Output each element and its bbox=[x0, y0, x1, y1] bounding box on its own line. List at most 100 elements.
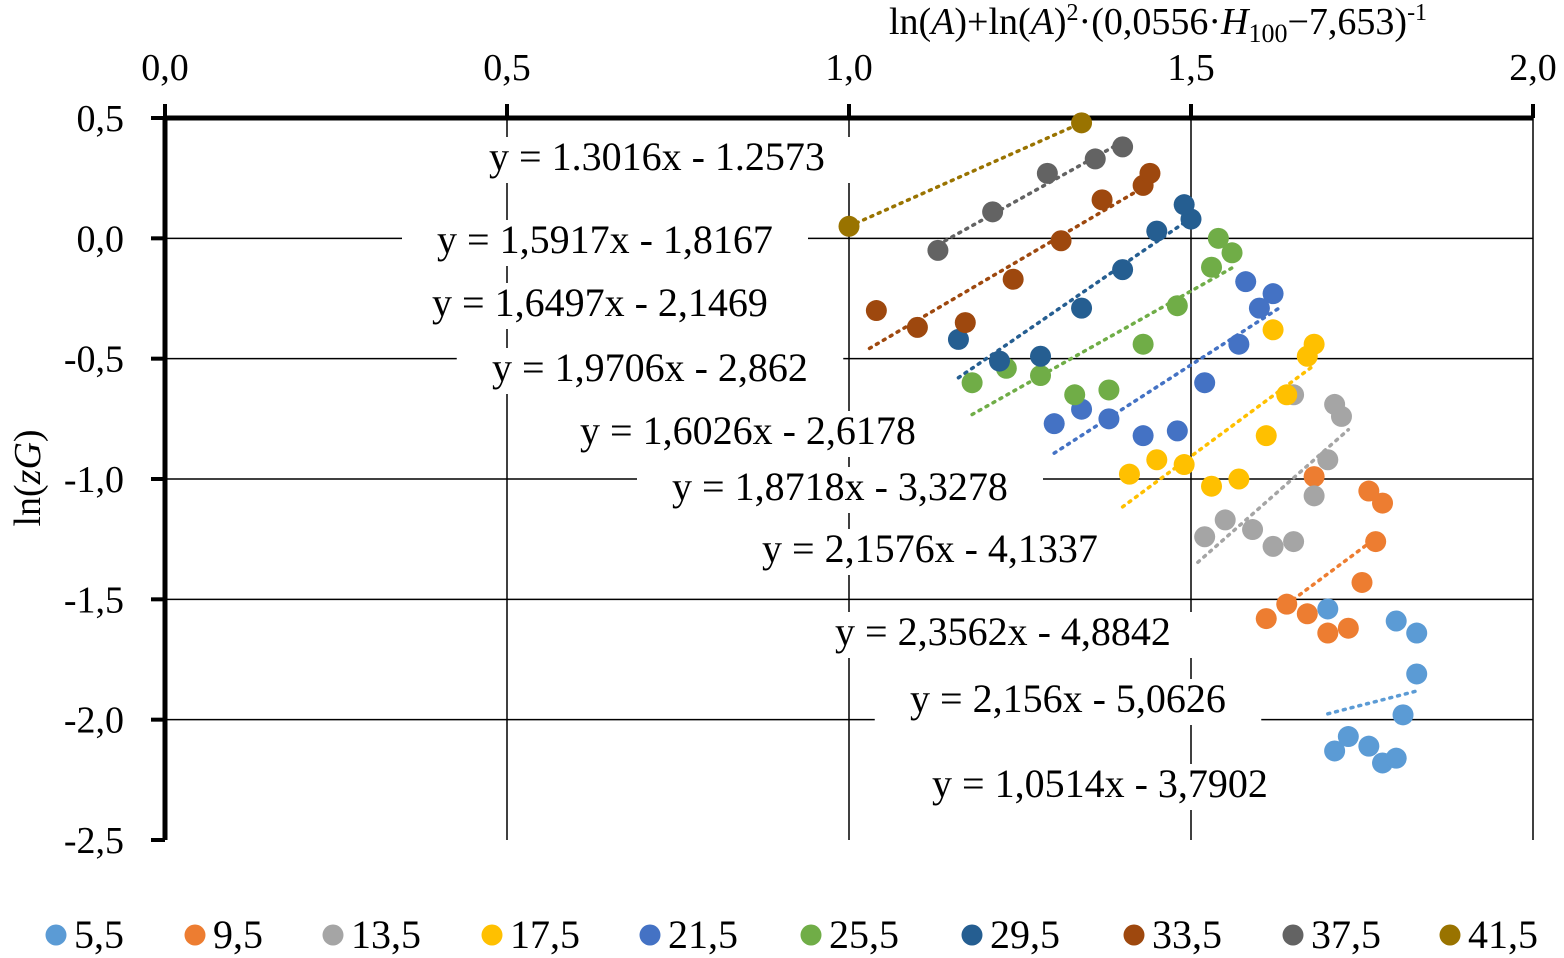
trendline bbox=[1052, 305, 1282, 455]
legend-marker bbox=[1123, 924, 1145, 946]
y-tick-label: -0,5 bbox=[64, 339, 124, 381]
data-point bbox=[1071, 112, 1093, 134]
y-tick-label: -1,0 bbox=[64, 459, 124, 501]
y-axis-title: ln(zG) bbox=[7, 429, 49, 526]
equation-label: y = 1,9706x - 2,862 bbox=[492, 345, 808, 390]
trendline bbox=[1326, 689, 1419, 716]
data-point bbox=[1214, 509, 1236, 531]
data-point bbox=[1201, 475, 1223, 497]
data-point bbox=[1235, 271, 1257, 293]
x-tick-label: 2,0 bbox=[1509, 47, 1557, 89]
equation-label-bg bbox=[727, 529, 1133, 575]
y-tick-label: -2,5 bbox=[64, 820, 124, 862]
equation-label: y = 2,1576x - 4,1337 bbox=[762, 526, 1098, 571]
data-point bbox=[1317, 598, 1339, 620]
data-point bbox=[1194, 526, 1216, 548]
data-point bbox=[1071, 297, 1093, 319]
data-point bbox=[1283, 531, 1305, 553]
data-point bbox=[1091, 189, 1113, 211]
data-point bbox=[988, 350, 1010, 372]
equation-label-bg bbox=[874, 679, 1262, 725]
data-point bbox=[1406, 663, 1428, 685]
data-point bbox=[1262, 319, 1284, 341]
data-point bbox=[838, 215, 860, 237]
data-point bbox=[1255, 608, 1277, 630]
data-point bbox=[1207, 227, 1229, 249]
data-point bbox=[1324, 393, 1346, 415]
data-point bbox=[1098, 379, 1120, 401]
equation-label-bg bbox=[456, 348, 844, 394]
legend-label: 41,5 bbox=[1468, 912, 1538, 957]
data-point bbox=[1385, 747, 1407, 769]
x-tick-label: 0,0 bbox=[141, 47, 189, 89]
equation-label-bg bbox=[637, 467, 1043, 513]
data-point bbox=[1358, 735, 1380, 757]
data-point bbox=[1351, 571, 1373, 593]
equation-label-bg bbox=[454, 137, 860, 183]
data-point bbox=[1365, 531, 1387, 553]
y-tick-label: -2,0 bbox=[64, 700, 124, 742]
y-tick-label: -1,5 bbox=[64, 579, 124, 621]
data-point bbox=[1296, 603, 1318, 625]
equation-label-bg bbox=[897, 764, 1303, 810]
legend-marker bbox=[800, 924, 822, 946]
data-point bbox=[1221, 242, 1243, 264]
equation-label: y = 1,6026x - 2,6178 bbox=[580, 408, 916, 453]
data-point bbox=[1392, 704, 1414, 726]
data-point bbox=[1248, 297, 1270, 319]
equation-label: y = 1,0514x - 3,7902 bbox=[932, 761, 1268, 806]
x-tick-label: 1,0 bbox=[825, 47, 873, 89]
data-point bbox=[1228, 468, 1250, 490]
data-point bbox=[1303, 485, 1325, 507]
data-point bbox=[1030, 365, 1052, 387]
legend-label: 5,5 bbox=[74, 912, 124, 957]
axes bbox=[151, 104, 1535, 842]
legend-label: 25,5 bbox=[829, 912, 899, 957]
data-point bbox=[1262, 283, 1284, 305]
data-point bbox=[1276, 593, 1298, 615]
data-point bbox=[1112, 259, 1134, 281]
data-point bbox=[1166, 420, 1188, 442]
data-point bbox=[1303, 466, 1325, 488]
data-point bbox=[1043, 413, 1065, 435]
equation-label-bg bbox=[545, 411, 951, 457]
data-point bbox=[927, 239, 949, 261]
equation-label-bg bbox=[402, 220, 808, 266]
data-point bbox=[1317, 449, 1339, 471]
legend-label: 17,5 bbox=[510, 912, 580, 957]
data-point bbox=[1064, 384, 1086, 406]
legend-marker bbox=[1282, 924, 1304, 946]
data-point bbox=[1173, 194, 1195, 216]
data-point bbox=[1201, 256, 1223, 278]
data-point bbox=[1372, 492, 1394, 514]
data-points bbox=[838, 112, 1428, 774]
data-point bbox=[1098, 408, 1120, 430]
data-point bbox=[1406, 622, 1428, 644]
x-axis-title: ln(A)+ln(A)2·(0,0556·H100−7,653)-1 bbox=[889, 0, 1427, 48]
data-point bbox=[1317, 622, 1339, 644]
data-point bbox=[961, 372, 983, 394]
data-point bbox=[1036, 162, 1058, 184]
data-point bbox=[947, 328, 969, 350]
equation-label-bg bbox=[800, 612, 1206, 658]
trendline bbox=[970, 266, 1234, 417]
equation-label: y = 1.3016x - 1.2573 bbox=[489, 134, 825, 179]
trendline bbox=[1285, 536, 1378, 607]
data-point bbox=[865, 300, 887, 322]
data-point bbox=[1324, 740, 1346, 762]
equation-label: y = 1,8718x - 3,3278 bbox=[672, 464, 1008, 509]
equation-label: y = 2,3562x - 4,8842 bbox=[835, 609, 1171, 654]
legend-label: 33,5 bbox=[1152, 912, 1222, 957]
data-point bbox=[1303, 333, 1325, 355]
data-point bbox=[1030, 345, 1052, 367]
y-tick-label: 0,0 bbox=[77, 218, 125, 260]
x-tick-label: 0,5 bbox=[483, 47, 531, 89]
legend-label: 13,5 bbox=[351, 912, 421, 957]
data-point bbox=[1337, 617, 1359, 639]
data-point bbox=[1002, 268, 1024, 290]
data-point bbox=[1255, 425, 1277, 447]
legend-label: 37,5 bbox=[1311, 912, 1381, 957]
data-point bbox=[1084, 148, 1106, 170]
legend: 5,5 9,5 13,5 17,5 21,5 25,5 29,5 33,5 37,5 41,5 bbox=[45, 912, 1538, 957]
